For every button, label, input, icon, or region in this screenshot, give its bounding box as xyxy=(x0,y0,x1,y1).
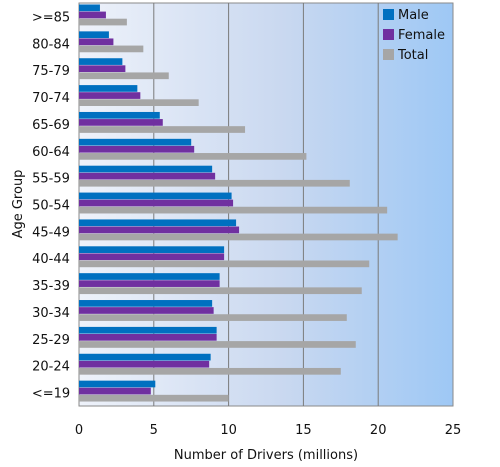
bar-total xyxy=(79,233,398,241)
bar-male xyxy=(79,380,156,388)
bar-male xyxy=(79,165,213,173)
category-label: 40-44 xyxy=(32,252,70,267)
bar-male xyxy=(79,138,192,146)
x-tick-label: 10 xyxy=(220,423,237,438)
category-label: 60-64 xyxy=(32,145,70,160)
bar-female xyxy=(79,199,234,207)
bar-total xyxy=(79,394,229,402)
bar-male xyxy=(79,219,237,227)
bar-total xyxy=(79,179,350,187)
bar-female xyxy=(79,65,126,73)
legend-swatch-male xyxy=(383,9,394,20)
category-label: 30-34 xyxy=(32,306,70,321)
bar-female xyxy=(79,307,214,314)
legend: Male Female Total xyxy=(383,8,445,63)
category-label: 70-74 xyxy=(32,91,70,106)
bar-female xyxy=(79,280,220,287)
x-tick-label: 5 xyxy=(150,423,158,438)
bar-total xyxy=(79,45,144,53)
bar-female xyxy=(79,172,216,180)
legend-label-total: Total xyxy=(397,48,428,63)
legend-label-male: Male xyxy=(398,8,429,23)
category-label: <=19 xyxy=(32,387,70,402)
bar-female xyxy=(79,334,217,341)
bar-male xyxy=(79,353,211,361)
category-label: 80-84 xyxy=(32,37,70,52)
category-labels: >=85 80-84 75-79 70-74 65-69 60-64 55-59 50-54 4… xyxy=(32,10,70,401)
category-label: >=85 xyxy=(32,10,70,25)
bar-female xyxy=(79,387,151,395)
legend-swatch-female xyxy=(383,29,394,40)
bar-total xyxy=(79,126,246,133)
x-tick-label: 0 xyxy=(75,423,83,438)
bar-female xyxy=(79,145,195,153)
bar-total xyxy=(79,72,169,80)
category-label: 35-39 xyxy=(32,279,70,294)
bar-female xyxy=(79,360,210,368)
bar-total xyxy=(79,314,347,321)
bar-total xyxy=(79,341,356,348)
category-label: 45-49 xyxy=(32,225,70,240)
bar-total xyxy=(79,153,307,160)
x-tick-label: 15 xyxy=(295,423,312,438)
bar-male xyxy=(79,273,220,280)
bar-female xyxy=(79,11,106,19)
x-axis-title: Number of Drivers (millions) xyxy=(174,448,358,463)
bar-female xyxy=(79,119,163,126)
bar-male xyxy=(79,192,232,200)
bar-male xyxy=(79,4,100,12)
bar-male xyxy=(79,326,217,334)
x-tick-labels: 0 5 10 15 20 25 xyxy=(75,423,461,438)
bar-total xyxy=(79,99,199,106)
bar-total xyxy=(79,18,127,26)
bar-male xyxy=(79,31,109,39)
bar-female xyxy=(79,92,141,99)
bar-male xyxy=(79,246,225,253)
category-label: 50-54 xyxy=(32,199,70,214)
bar-male xyxy=(79,300,213,307)
bar-male xyxy=(79,111,160,119)
bar-female xyxy=(79,38,114,46)
x-tick-label: 25 xyxy=(445,423,462,438)
bar-male xyxy=(79,58,123,65)
x-tick-label: 20 xyxy=(370,423,387,438)
bar-total xyxy=(79,206,388,214)
category-label: 25-29 xyxy=(32,333,70,348)
bar-male xyxy=(79,85,138,92)
bar-female xyxy=(79,226,240,234)
bar-total xyxy=(79,287,362,295)
bar-total xyxy=(79,260,370,268)
category-label: 65-69 xyxy=(32,118,70,133)
legend-label-female: Female xyxy=(398,28,445,43)
legend-swatch-total xyxy=(383,49,394,60)
category-label: 75-79 xyxy=(32,64,70,79)
bars xyxy=(79,4,398,402)
category-label: 20-24 xyxy=(32,360,70,375)
bar-female xyxy=(79,253,225,261)
category-label: 55-59 xyxy=(32,172,70,187)
bar-total xyxy=(79,367,341,375)
y-axis-title: Age Group xyxy=(11,170,26,239)
